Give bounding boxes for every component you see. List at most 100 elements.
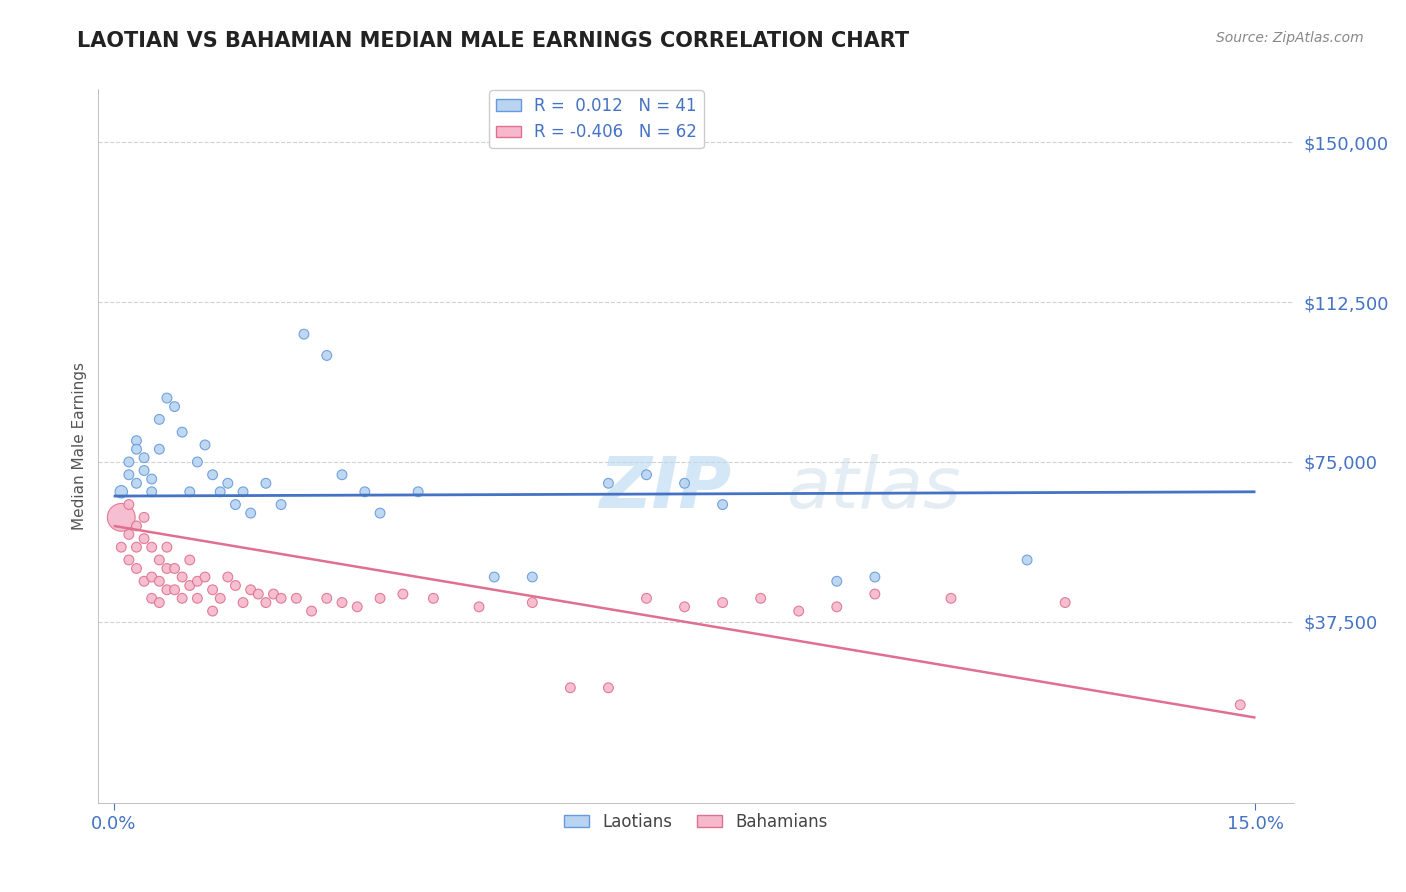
- Point: [560, 681, 582, 695]
- Point: [172, 425, 194, 439]
- Point: [118, 498, 141, 512]
- Point: [422, 591, 444, 606]
- Point: [711, 596, 734, 610]
- Text: LAOTIAN VS BAHAMIAN MEDIAN MALE EARNINGS CORRELATION CHART: LAOTIAN VS BAHAMIAN MEDIAN MALE EARNINGS…: [77, 31, 910, 51]
- Point: [186, 455, 208, 469]
- Point: [141, 540, 163, 554]
- Point: [224, 578, 246, 592]
- Point: [239, 582, 262, 597]
- Point: [156, 391, 179, 405]
- Point: [939, 591, 962, 606]
- Point: [285, 591, 308, 606]
- Point: [209, 591, 232, 606]
- Point: [749, 591, 772, 606]
- Point: [346, 599, 368, 614]
- Point: [468, 599, 491, 614]
- Point: [194, 438, 217, 452]
- Point: [132, 463, 155, 477]
- Point: [118, 527, 141, 541]
- Y-axis label: Median Male Earnings: Median Male Earnings: [72, 362, 87, 530]
- Point: [125, 442, 148, 457]
- Point: [118, 553, 141, 567]
- Point: [1229, 698, 1251, 712]
- Point: [1054, 596, 1077, 610]
- Point: [163, 400, 186, 414]
- Point: [301, 604, 323, 618]
- Point: [141, 484, 163, 499]
- Point: [201, 604, 224, 618]
- Point: [825, 574, 848, 589]
- Point: [263, 587, 285, 601]
- Point: [118, 455, 141, 469]
- Point: [522, 596, 544, 610]
- Point: [217, 476, 239, 491]
- Point: [125, 476, 148, 491]
- Point: [232, 596, 254, 610]
- Point: [132, 450, 155, 465]
- Point: [148, 442, 170, 457]
- Point: [186, 574, 208, 589]
- Point: [270, 591, 292, 606]
- Point: [254, 596, 277, 610]
- Point: [522, 570, 544, 584]
- Point: [254, 476, 277, 491]
- Point: [673, 476, 696, 491]
- Point: [125, 434, 148, 448]
- Point: [863, 570, 886, 584]
- Point: [315, 591, 337, 606]
- Point: [148, 574, 170, 589]
- Point: [186, 591, 208, 606]
- Point: [148, 553, 170, 567]
- Point: [172, 591, 194, 606]
- Point: [201, 467, 224, 482]
- Point: [194, 570, 217, 584]
- Point: [148, 596, 170, 610]
- Point: [232, 484, 254, 499]
- Point: [711, 498, 734, 512]
- Point: [217, 570, 239, 584]
- Legend: Laotians, Bahamians: Laotians, Bahamians: [557, 806, 835, 838]
- Point: [132, 532, 155, 546]
- Point: [598, 681, 620, 695]
- Point: [156, 582, 179, 597]
- Point: [484, 570, 506, 584]
- Point: [392, 587, 415, 601]
- Text: Source: ZipAtlas.com: Source: ZipAtlas.com: [1216, 31, 1364, 45]
- Point: [330, 467, 353, 482]
- Point: [156, 540, 179, 554]
- Point: [179, 578, 201, 592]
- Text: atlas: atlas: [786, 454, 960, 524]
- Point: [270, 498, 292, 512]
- Point: [636, 591, 658, 606]
- Point: [247, 587, 270, 601]
- Point: [292, 327, 315, 342]
- Point: [353, 484, 375, 499]
- Point: [209, 484, 232, 499]
- Point: [141, 591, 163, 606]
- Point: [330, 596, 353, 610]
- Point: [163, 582, 186, 597]
- Point: [125, 540, 148, 554]
- Point: [787, 604, 810, 618]
- Point: [179, 484, 201, 499]
- Point: [636, 467, 658, 482]
- Point: [239, 506, 262, 520]
- Point: [110, 540, 132, 554]
- Point: [118, 467, 141, 482]
- Point: [172, 570, 194, 584]
- Point: [598, 476, 620, 491]
- Point: [406, 484, 429, 499]
- Point: [368, 506, 391, 520]
- Point: [125, 519, 148, 533]
- Point: [1017, 553, 1039, 567]
- Point: [315, 349, 337, 363]
- Point: [141, 570, 163, 584]
- Point: [110, 510, 132, 524]
- Point: [163, 561, 186, 575]
- Point: [224, 498, 246, 512]
- Point: [179, 553, 201, 567]
- Point: [863, 587, 886, 601]
- Point: [141, 472, 163, 486]
- Point: [148, 412, 170, 426]
- Point: [156, 561, 179, 575]
